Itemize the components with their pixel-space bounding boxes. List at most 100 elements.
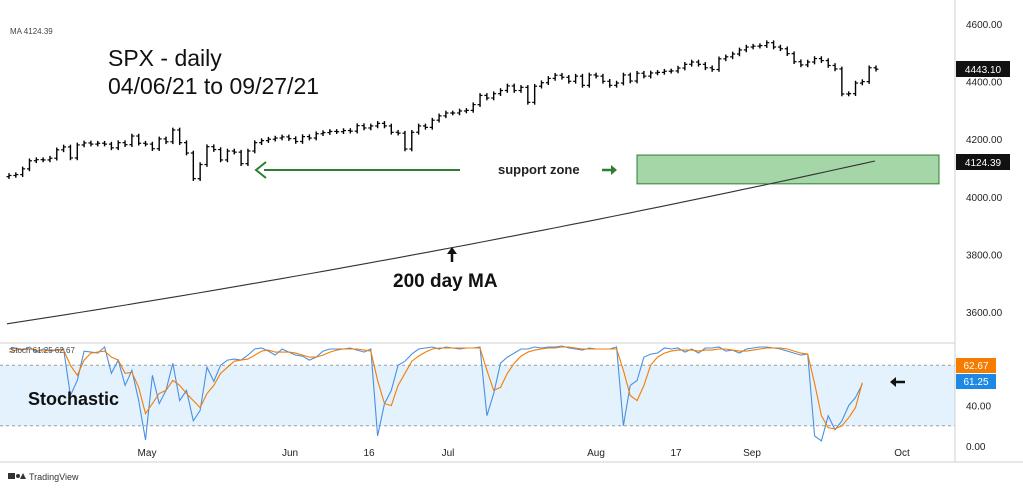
price-bar [620,72,626,86]
price-bar [129,133,135,147]
price-bar [375,121,381,129]
price-bar [190,150,196,181]
price-bar [136,133,142,146]
ma-200-line [6,160,876,325]
price-bar [259,138,265,145]
svg-text:4124.39: 4124.39 [965,158,1002,169]
price-bar [416,123,422,135]
stochastic-tick-label: 0.00 [966,442,986,453]
price-bar [47,155,53,163]
price-bar [614,80,620,88]
price-bar [661,68,667,75]
price-tick-label: 3800.00 [966,250,1003,261]
time-tick-label: Oct [894,448,910,459]
price-bar [320,130,326,137]
price-axis: 4600.00 4400.00 4200.00 4000.00 3800.00 3600.… [966,20,1003,319]
price-bar [552,72,558,81]
price-bar [648,70,654,79]
time-tick-label: 17 [670,448,682,459]
price-bar [832,63,838,72]
price-bar [143,140,149,147]
time-axis: May Jun 16 Jul Aug 17 Sep Oct [138,448,910,459]
price-bar [668,68,674,74]
price-bar [224,148,230,163]
price-bar [26,158,32,172]
price-bar [771,40,777,50]
price-bar [764,40,770,48]
price-bar [88,140,94,147]
price-bar [846,91,852,97]
price-bar [102,140,108,147]
time-tick-label: Aug [587,448,605,459]
price-tick-label: 4600.00 [966,20,1003,31]
ma-indicator-label[interactable]: MA 4124.39 [10,27,53,36]
price-bar [149,141,155,152]
stochastic-label: Stochastic [28,389,119,409]
price-bar [300,134,306,144]
price-bar [757,43,763,49]
price-bar [183,140,189,156]
price-bar [211,144,217,152]
svg-text:61.25: 61.25 [963,377,988,388]
price-bar [655,70,661,76]
price-bar [853,80,859,96]
price-bar [81,140,87,148]
price-bar [545,76,551,86]
price-bar [696,59,702,67]
price-bar [347,128,353,134]
price-bar [395,129,401,136]
price-bar [641,70,647,79]
arrow-right-icon [602,165,617,175]
arrow-up-icon [447,247,457,262]
price-bar [470,102,476,113]
price-tick-label: 4200.00 [966,135,1003,146]
stochastic-tick-label: 40.00 [966,402,991,413]
price-bar [504,83,510,93]
price-bar [74,142,80,161]
price-bar [450,110,456,116]
price-bar [579,73,585,88]
price-bar [675,65,681,74]
price-bar [33,157,39,164]
price-bar [327,129,333,135]
price-bar [839,66,845,97]
svg-text:4443.10: 4443.10 [965,65,1002,76]
price-bar [702,62,708,71]
price-bar [40,157,46,163]
ma-value-badge: 4124.39 [956,154,1010,170]
stochastic-d-line [8,346,863,430]
arrow-left-icon [890,377,905,387]
price-bar [566,74,572,84]
time-tick-label: Jun [282,448,298,459]
price-bar [67,144,73,161]
time-tick-label: May [138,448,157,459]
price-bar [170,127,176,145]
price-bar [20,166,26,177]
chart-title: SPX - daily [108,45,222,71]
price-bar [627,72,633,84]
price-bar [245,148,251,166]
price-bar [429,117,435,130]
price-bars [6,40,879,181]
price-bar [511,83,517,93]
price-bar [593,72,599,79]
price-bar [498,88,504,96]
price-tick-label: 4000.00 [966,193,1003,204]
price-bar [873,65,879,72]
support-arrow-head-icon [254,161,267,179]
price-bar [218,147,224,163]
stochastic-legend[interactable]: Stoch 61.25 62.67 [10,346,75,355]
price-bar [477,93,483,107]
price-bar [825,58,831,68]
price-bar [61,144,67,153]
price-bar [784,46,790,56]
last-price-badge: 4443.10 [956,61,1010,77]
stochastic-band [0,365,955,426]
support-zone-label: support zone [498,162,580,177]
price-bar [730,51,736,60]
time-tick-label: Sep [743,448,761,459]
price-bar [388,123,394,135]
time-tick-label: 16 [363,448,375,459]
price-bar [750,43,756,50]
